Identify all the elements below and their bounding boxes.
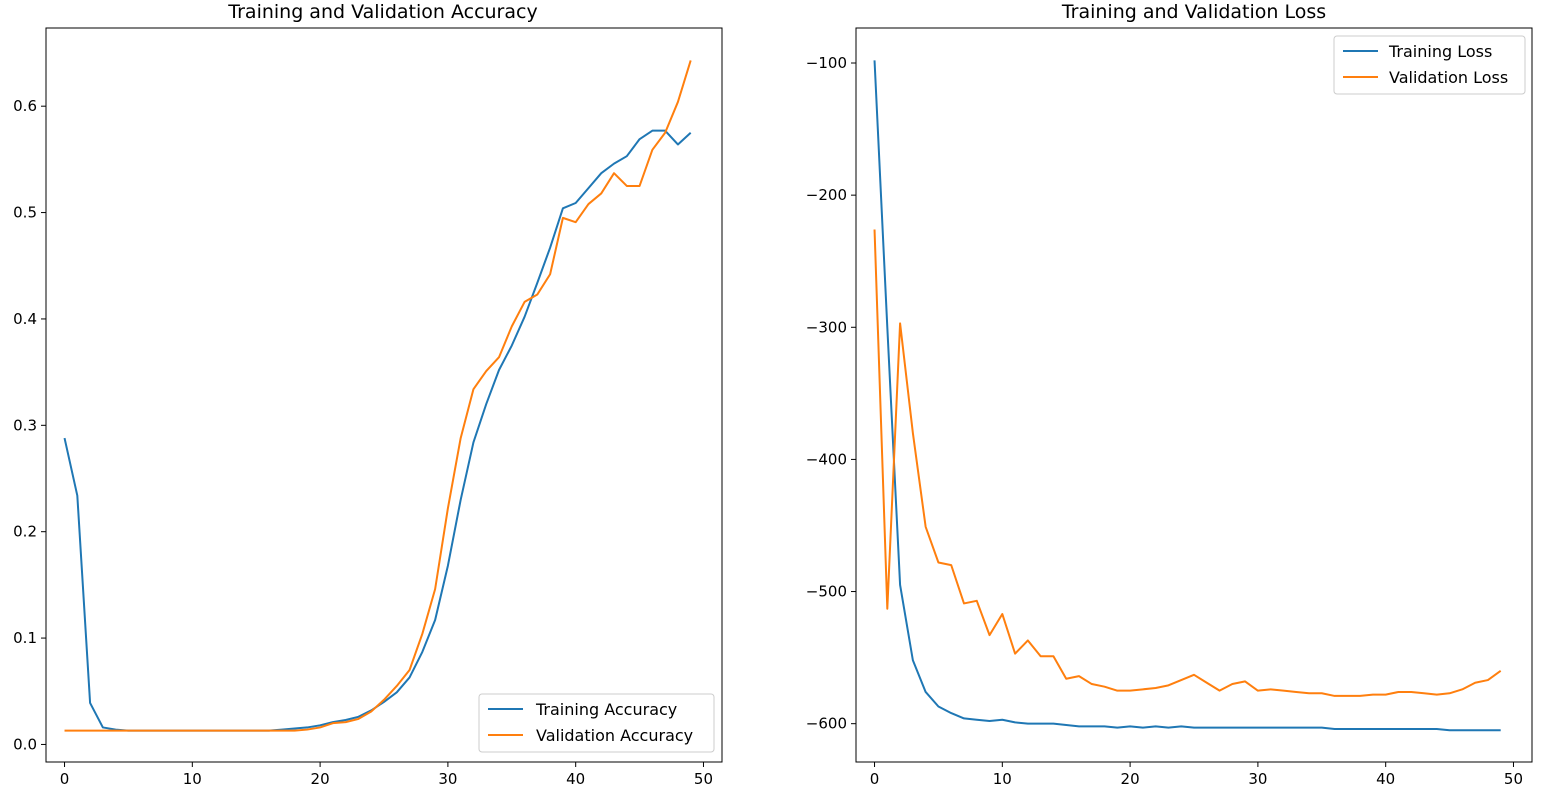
accuracy-plot-frame: [45, 27, 723, 763]
accuracy-x-tick-label: 0: [60, 770, 70, 788]
legend-label-validation-loss: Validation Loss: [1389, 68, 1508, 87]
accuracy-y-tick-label: 0.4: [13, 310, 37, 328]
series-line-validation-loss: [873, 229, 1502, 697]
accuracy-series: [63, 60, 692, 732]
loss-chart: Training and Validation Loss 0 10 20 30 40 50…: [806, 1, 1533, 788]
accuracy-ticks: 0 10 20 30 40 50 0.0 0.1 0.2 0.3 0.4 0.5 0.6: [13, 97, 713, 788]
loss-x-tick-label: 40: [1376, 770, 1395, 788]
accuracy-y-tick-label: 0.6: [13, 97, 37, 115]
series-line-training-loss: [873, 60, 1501, 732]
accuracy-y-tick-label: 0.0: [13, 735, 37, 753]
legend-label-training-accuracy: Training Accuracy: [535, 700, 677, 719]
accuracy-y-tick-label: 0.1: [13, 629, 37, 647]
accuracy-chart: Training and Validation Accuracy 0 10 20 30…: [13, 1, 723, 788]
loss-x-tick-label: 10: [993, 770, 1012, 788]
accuracy-x-tick-label: 50: [694, 770, 713, 788]
loss-x-tick-label: 20: [1121, 770, 1140, 788]
accuracy-x-tick-label: 30: [438, 770, 457, 788]
accuracy-x-tick-label: 40: [566, 770, 585, 788]
legend-label-training-loss: Training Loss: [1388, 42, 1492, 61]
loss-x-tick-label: 30: [1248, 770, 1267, 788]
accuracy-y-tick-label: 0.5: [13, 204, 37, 222]
loss-x-tick-label: 50: [1504, 770, 1523, 788]
accuracy-y-tick-label: 0.3: [13, 416, 37, 434]
loss-legend: Training Loss Validation Loss: [1333, 35, 1526, 95]
loss-y-tick-label: −200: [806, 186, 847, 204]
loss-y-tick-label: −600: [806, 715, 847, 733]
accuracy-chart-title: Training and Validation Accuracy: [227, 1, 537, 23]
accuracy-legend-box: [478, 693, 715, 753]
series-line-validation-accuracy: [64, 60, 692, 732]
accuracy-x-tick-label: 20: [311, 770, 330, 788]
accuracy-legend: Training Accuracy Validation Accuracy: [478, 693, 715, 753]
loss-y-tick-label: −400: [806, 450, 847, 468]
loss-y-tick-label: −500: [806, 583, 847, 601]
loss-chart-title: Training and Validation Loss: [1061, 1, 1326, 23]
loss-plot-frame: [855, 27, 1533, 763]
accuracy-y-tick-label: 0.2: [13, 523, 37, 541]
loss-series: [873, 60, 1502, 732]
loss-ticks: 0 10 20 30 40 50 −100 −200 −300 −400 −500 −600: [806, 54, 1523, 788]
accuracy-x-tick-label: 10: [183, 770, 202, 788]
legend-label-validation-accuracy: Validation Accuracy: [536, 726, 693, 745]
loss-y-tick-label: −300: [806, 318, 847, 336]
loss-y-tick-label: −100: [806, 54, 847, 72]
loss-legend-box: [1333, 35, 1526, 95]
loss-x-tick-label: 0: [870, 770, 880, 788]
